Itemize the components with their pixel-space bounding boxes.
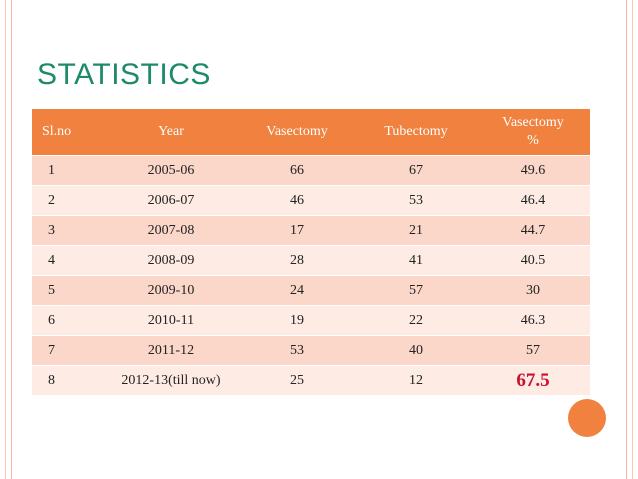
cell-vasectomy: 28 (238, 245, 356, 276)
cell-vasectomy-percent: 46.3 (476, 305, 590, 336)
cell-vasectomy-percent: 67.5 (476, 365, 590, 395)
cell-tubectomy: 12 (356, 365, 476, 395)
cell-year: 2005-06 (104, 155, 238, 186)
cell-year: 2012-13(till now) (104, 365, 238, 395)
cell-slno: 3 (32, 215, 104, 246)
cell-slno: 2 (32, 185, 104, 216)
cell-slno: 1 (32, 155, 104, 186)
decorative-circle (568, 399, 606, 437)
table-row: 7 2011-12 53 40 57 (32, 335, 590, 366)
cell-vasectomy-percent: 46.4 (476, 185, 590, 216)
cell-slno: 6 (32, 305, 104, 336)
table-row: 3 2007-08 17 21 44.7 (32, 215, 590, 246)
cell-tubectomy: 22 (356, 305, 476, 336)
cell-tubectomy: 21 (356, 215, 476, 246)
cell-year: 2007-08 (104, 215, 238, 246)
table-row: 5 2009-10 24 57 30 (32, 275, 590, 306)
table-row: 6 2010-11 19 22 46.3 (32, 305, 590, 336)
cell-year: 2006-07 (104, 185, 238, 216)
header-tubectomy: Tubectomy (356, 109, 476, 156)
cell-vasectomy-percent: 40.5 (476, 245, 590, 276)
header-slno: Sl.no (32, 109, 104, 156)
statistics-table: Sl.no Year Vasectomy Tubectomy Vasectomy… (32, 109, 590, 395)
cell-year: 2011-12 (104, 335, 238, 366)
header-year: Year (104, 109, 238, 156)
right-border-line (632, 0, 633, 479)
cell-vasectomy: 19 (238, 305, 356, 336)
cell-vasectomy-percent: 57 (476, 335, 590, 366)
cell-vasectomy-percent: 30 (476, 275, 590, 306)
cell-year: 2008-09 (104, 245, 238, 276)
cell-vasectomy: 25 (238, 365, 356, 395)
cell-vasectomy-percent: 49.6 (476, 155, 590, 186)
cell-tubectomy: 57 (356, 275, 476, 306)
header-vasectomy: Vasectomy (238, 109, 356, 156)
table-row: 4 2008-09 28 41 40.5 (32, 245, 590, 276)
header-vasectomy-percent: Vasectomy % (476, 109, 590, 156)
cell-vasectomy-percent: 44.7 (476, 215, 590, 246)
cell-tubectomy: 53 (356, 185, 476, 216)
cell-slno: 4 (32, 245, 104, 276)
cell-vasectomy: 17 (238, 215, 356, 246)
cell-slno: 8 (32, 365, 104, 395)
cell-year: 2010-11 (104, 305, 238, 336)
table-row: 2 2006-07 46 53 46.4 (32, 185, 590, 216)
slide-title: STATISTICS (37, 58, 211, 91)
cell-vasectomy: 66 (238, 155, 356, 186)
cell-tubectomy: 41 (356, 245, 476, 276)
left-border-line (5, 0, 6, 479)
cell-tubectomy: 40 (356, 335, 476, 366)
cell-vasectomy: 24 (238, 275, 356, 306)
left-border-decoration (0, 0, 12, 479)
cell-slno: 5 (32, 275, 104, 306)
table-row: 8 2012-13(till now) 25 12 67.5 (32, 365, 590, 395)
cell-year: 2009-10 (104, 275, 238, 306)
cell-tubectomy: 67 (356, 155, 476, 186)
table-header-row: Sl.no Year Vasectomy Tubectomy Vasectomy… (32, 109, 590, 156)
table-row: 1 2005-06 66 67 49.6 (32, 155, 590, 186)
cell-vasectomy: 53 (238, 335, 356, 366)
cell-vasectomy: 46 (238, 185, 356, 216)
cell-slno: 7 (32, 335, 104, 366)
